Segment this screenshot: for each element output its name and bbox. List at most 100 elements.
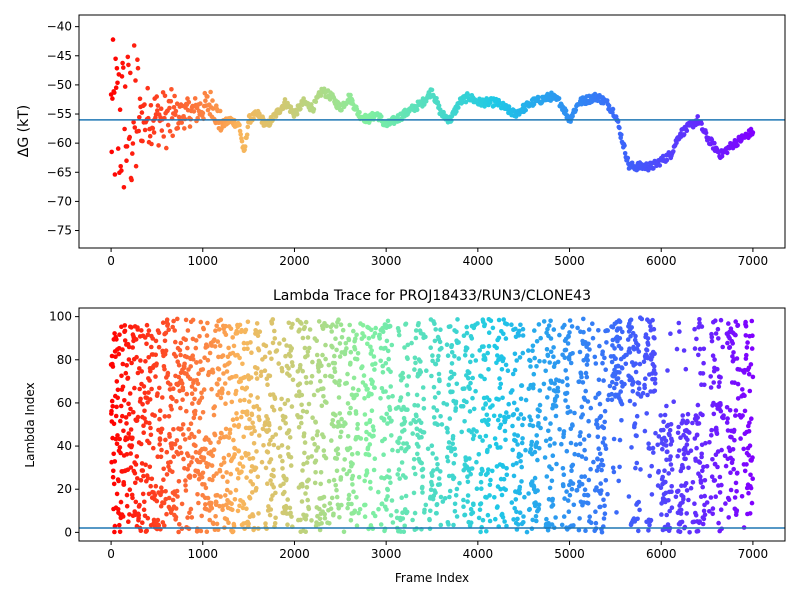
lambda-point [566,509,572,514]
lambda-point [680,418,686,423]
lambda-point [121,428,126,434]
lambda-point [346,496,352,502]
lambda-point [338,434,343,440]
lambda-point [577,379,582,384]
lambda-point [151,445,156,451]
lambda-point [563,347,569,353]
delta-g-point [210,98,215,103]
lambda-point [674,346,680,352]
lambda-point [669,484,674,489]
lambda-point [396,440,401,446]
lambda-point [257,329,263,335]
lambda-point [214,323,219,329]
delta-g-point [463,99,469,105]
lambda-point [146,491,152,497]
lambda-point [510,371,516,377]
lambda-point [322,515,328,521]
delta-g-point [456,105,461,110]
delta-g-point [454,109,459,114]
lambda-point [547,485,553,491]
lambda-point [348,349,354,355]
lambda-point [723,463,729,469]
delta-g-point [160,90,166,95]
lambda-point [396,328,402,334]
lambda-point [512,506,517,511]
lambda-point [200,470,206,476]
lambda-point [688,485,694,491]
lambda-point [581,316,586,322]
lambda-point [445,426,450,431]
lambda-point [497,376,502,381]
lambda-point [586,418,591,424]
lambda-point [453,452,458,458]
lambda-point [577,516,582,521]
lambda-point [265,481,270,487]
lambda-point [324,400,329,405]
lambda-point [337,341,343,346]
lambda-point [476,452,482,457]
lambda-point [183,483,188,488]
lambda-point [223,323,228,329]
lambda-point [174,488,180,494]
lambda-point [587,514,592,519]
lambda-point [318,378,323,384]
lambda-point [402,427,407,433]
lambda-point [478,479,484,485]
lambda-point [394,508,399,514]
lambda-point [703,440,708,446]
lambda-point [335,446,341,452]
lambda-point [425,446,431,452]
lambda-point [707,440,712,445]
lambda-point [170,396,175,402]
lambda-point [349,452,355,457]
lambda-point [305,335,311,340]
lambda-point [371,428,377,433]
lambda-point [480,438,485,443]
lambda-point [176,362,182,368]
lambda-point [439,345,444,351]
lambda-point [438,327,443,333]
lambda-point [550,453,556,459]
lambda-point [492,436,498,441]
lambda-point [284,476,289,482]
lambda-point [329,495,335,501]
lambda-point [309,518,314,523]
lambda-point [346,492,352,498]
lambda-point [408,421,414,426]
lambda-point [717,380,722,385]
lambda-point [398,395,404,400]
lambda-point [716,520,721,526]
lambda-point [149,476,155,482]
x-tick-label: 1000 [188,547,219,561]
y-tick-label: −75 [47,224,72,238]
lambda-point [749,318,755,324]
lambda-point [162,414,168,419]
delta-g-point [126,62,131,68]
lambda-point [405,342,411,348]
lambda-point [367,442,373,447]
delta-g-point [133,163,139,169]
lambda-point [470,395,475,401]
lambda-point [198,359,203,364]
lambda-point [309,373,315,379]
lambda-point [404,509,410,515]
lambda-point [515,433,521,438]
lambda-point [590,321,595,327]
lambda-point [414,392,420,398]
lambda-point [496,335,502,341]
lambda-point [480,517,486,523]
lambda-point [620,329,625,335]
lambda-point [568,360,574,366]
lambda-point [305,497,311,503]
lambda-point [440,499,446,504]
lambda-point [422,507,427,513]
delta-g-point [149,141,154,147]
lambda-point [486,367,491,372]
lambda-point [442,496,448,501]
lambda-point [318,481,324,487]
lambda-point [261,443,266,448]
lambda-point [333,336,338,342]
lambda-point [234,331,240,336]
delta-g-point [684,128,690,133]
lambda-point [475,321,480,326]
